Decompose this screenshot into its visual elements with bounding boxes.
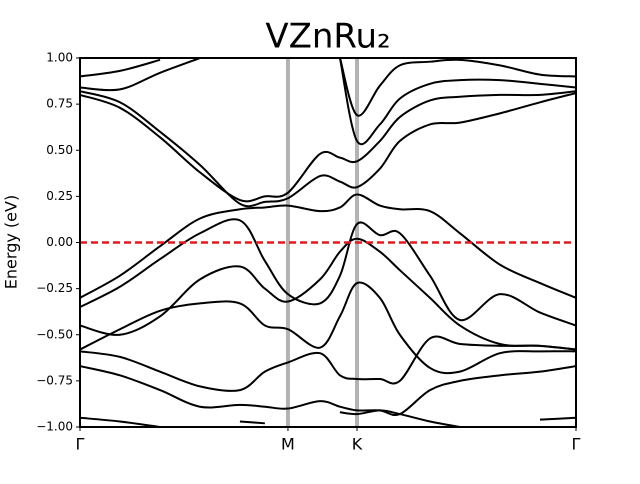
y-tick-label: 0.50 [46,143,73,157]
y-tick-label: −0.75 [36,373,73,387]
band-line [338,58,576,117]
y-tick-label: 0.25 [46,189,73,203]
band-line [80,335,576,392]
y-tick-label: −0.50 [36,327,73,341]
chart-title: VZnRu₂ [265,17,390,57]
y-tick-label: 0.75 [46,97,73,111]
x-tick-label: Γ [572,435,581,454]
y-tick-label: −0.25 [36,281,73,295]
band-line [80,409,576,427]
band-line [80,218,576,327]
plot-frame [79,57,577,428]
x-tick-label: K [352,435,363,454]
y-tick-label: −1.00 [36,420,73,434]
band-line [80,58,201,92]
band-line [80,90,576,208]
plot-area [80,58,576,427]
band-line [338,58,576,146]
x-tick-label: Γ [76,435,85,454]
band-line [80,193,576,299]
y-axis-label: Energy (eV) [2,195,21,289]
y-tick-label: 0.00 [46,235,73,249]
x-tick-label: M [281,435,295,454]
band-line [80,90,576,203]
band-line [80,58,161,78]
band-line [80,237,576,351]
y-tick-label: 1.00 [46,51,73,65]
band-line [80,365,576,417]
band-line [80,281,576,375]
